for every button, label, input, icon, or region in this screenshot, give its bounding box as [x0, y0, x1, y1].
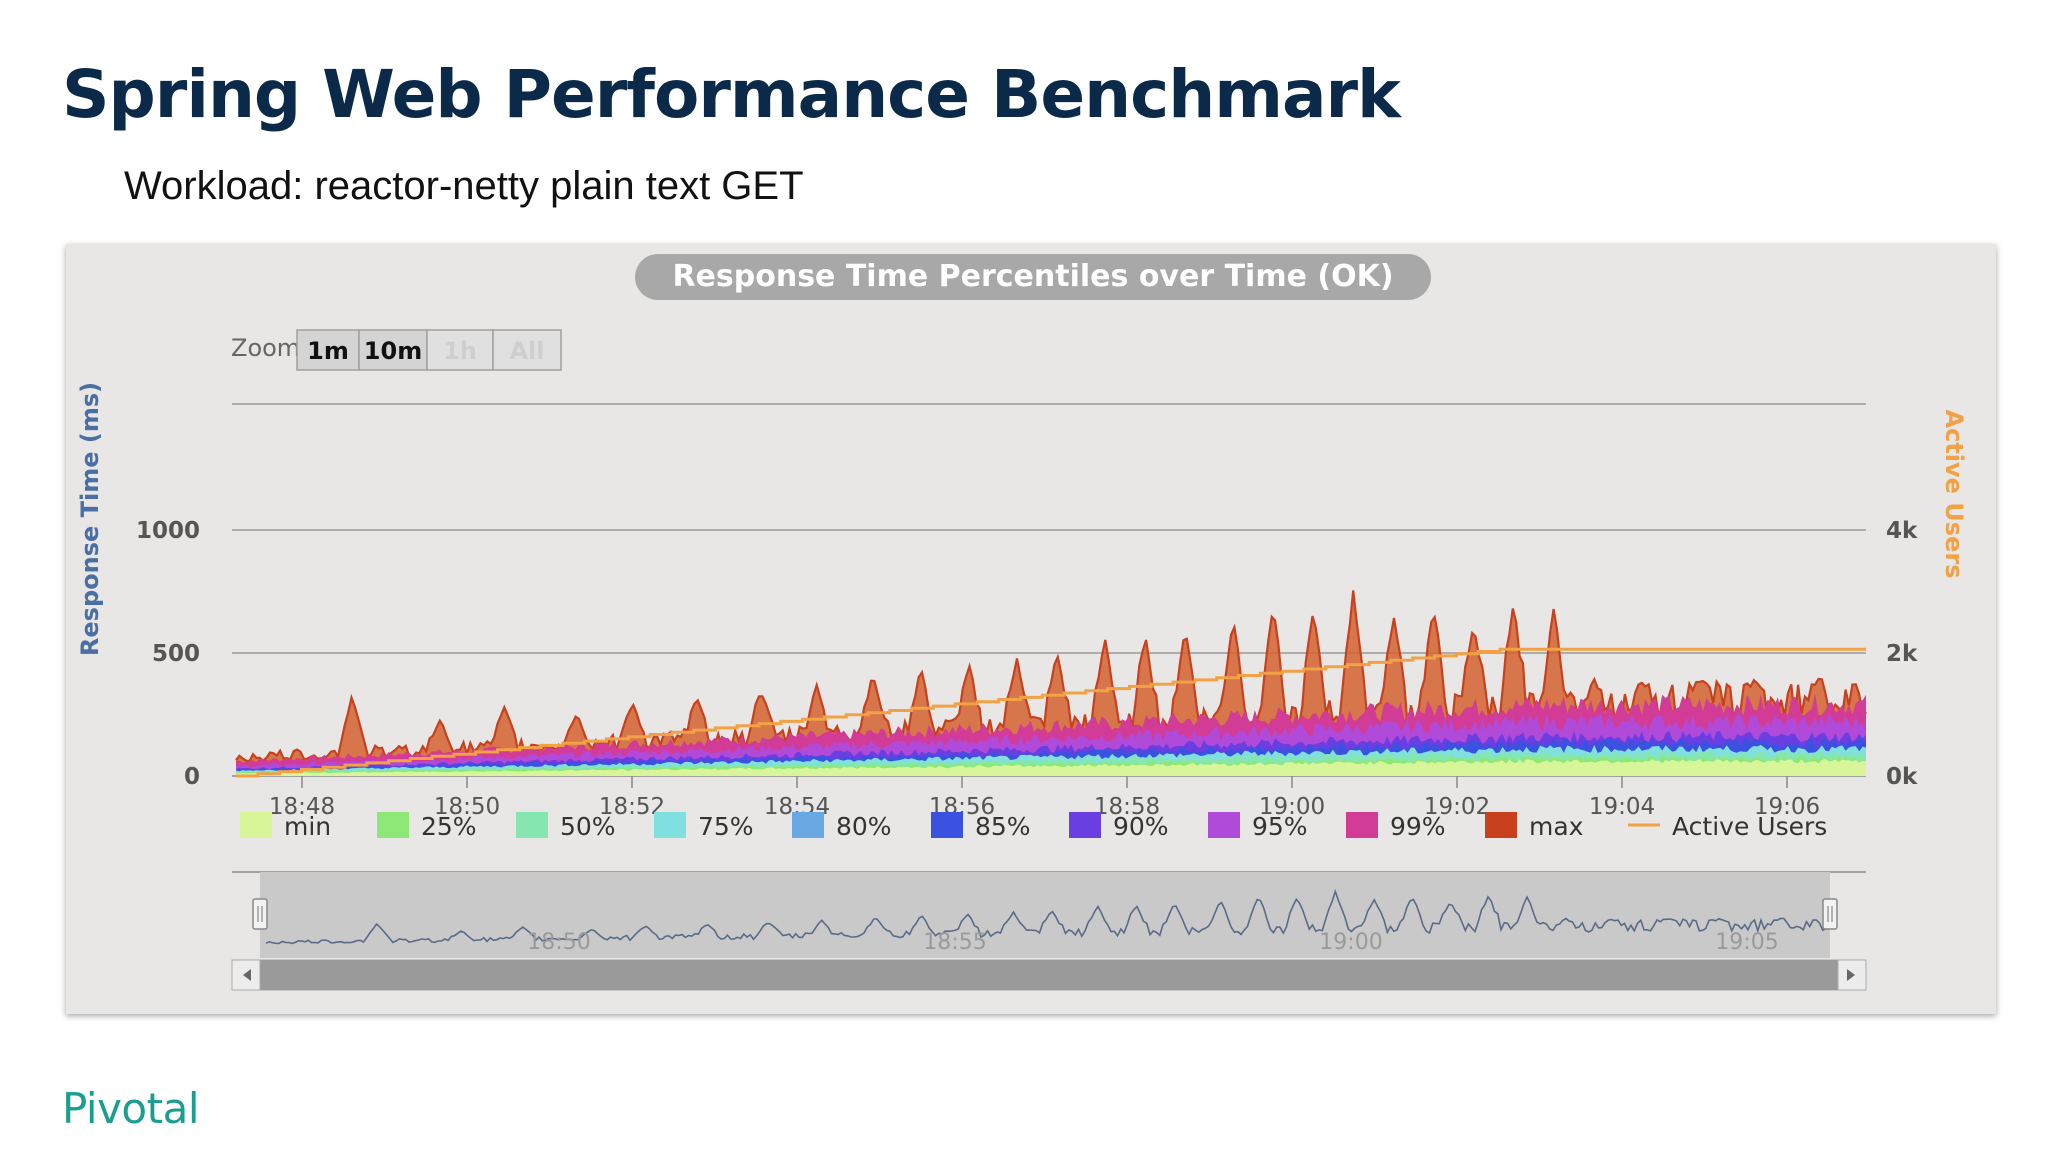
legend-swatch [377, 812, 409, 838]
zoom-button-label: 1m [307, 337, 349, 365]
max-series [235, 590, 1867, 776]
x-tick-label: 18:58 [1094, 794, 1160, 820]
navigator-selection[interactable] [260, 872, 1830, 958]
navigator-tick-label: 18:55 [923, 930, 986, 955]
legend-label: 25% [421, 812, 477, 841]
legend-item-90pct[interactable]: 90% [1069, 812, 1169, 841]
brand-logo: Pivotal [62, 1084, 200, 1133]
legend-item-85pct[interactable]: 85% [931, 812, 1031, 841]
legend-swatch [654, 812, 686, 838]
y2-tick-label: 2k [1886, 641, 1918, 667]
navigator-line [265, 888, 1827, 945]
legend-label: 80% [836, 812, 892, 841]
y2-axis-title: Active Users [1940, 410, 1968, 579]
legend-item-75pct[interactable]: 75% [654, 812, 754, 841]
x-tick-label: 18:50 [434, 794, 500, 820]
chart-title-group: Response Time Percentiles over Time (OK) [635, 254, 1431, 300]
legend-label: min [284, 812, 331, 841]
y-axis-title: Response Time (ms) [76, 382, 104, 656]
zoom-button-1h: 1h [426, 329, 494, 371]
navigator-tick-label: 19:00 [1319, 930, 1382, 955]
legend-label: Active Users [1672, 812, 1827, 841]
y-left-ticks: 0 500 1000 [136, 518, 200, 790]
chevron-left-icon [243, 969, 251, 981]
navigator-left-handle[interactable] [252, 898, 268, 930]
y-right-ticks: 0k 2k 4k [1886, 518, 1918, 790]
legend-item-95pct[interactable]: 95% [1208, 812, 1308, 841]
response-time-chart: Response Time Percentiles over Time (OK)… [76, 254, 1968, 991]
navigator-right-handle[interactable] [1822, 898, 1838, 930]
zoom-button-10m[interactable]: 10m [358, 329, 428, 371]
chart-title-pill [635, 254, 1431, 300]
brand-name: Pivotal [62, 1084, 200, 1133]
slide-subtitle: Workload: reactor-netty plain text GET [124, 164, 804, 208]
chart-panel: Response Time Percentiles over Time (OK)… [66, 244, 1996, 1014]
legend-swatch [1346, 812, 1378, 838]
x-tick-label: 19:06 [1754, 794, 1820, 820]
zoom-button-label: 1h [443, 337, 477, 365]
y-tick-label: 500 [152, 641, 200, 667]
y2-tick-label: 4k [1886, 518, 1918, 544]
line-active-users [236, 647, 1866, 778]
zoom-button-all: All [492, 329, 562, 371]
x-tick-label: 18:48 [269, 794, 335, 820]
area-overlay-min [236, 759, 1866, 776]
slide-title: Spring Web Performance Benchmark [62, 56, 1401, 133]
zoom-controls: Zoom 1m 10m 1h All [231, 329, 562, 371]
legend-label: 90% [1113, 812, 1169, 841]
legend-swatch [1485, 812, 1517, 838]
chart-title: Response Time Percentiles over Time (OK) [672, 259, 1393, 294]
legend-swatch [240, 812, 272, 838]
x-tick-label: 19:02 [1424, 794, 1490, 820]
legend-label: 85% [975, 812, 1031, 841]
navigator-tick-label: 19:05 [1715, 930, 1778, 955]
legend-label: 95% [1252, 812, 1308, 841]
legend-label: 50% [560, 812, 616, 841]
legend-item-max[interactable]: max [1485, 812, 1583, 841]
legend-swatch [1069, 812, 1101, 838]
legend-item-99pct[interactable]: 99% [1346, 812, 1446, 841]
legend-item-min[interactable]: min [240, 812, 331, 841]
legend-swatch [1208, 812, 1240, 838]
x-ticks: 18:48 18:50 18:52 18:54 18:56 18:58 19:00 19:02… [269, 776, 1820, 820]
chevron-right-icon [1847, 969, 1855, 981]
zoom-label: Zoom [231, 334, 300, 362]
y2-tick-label: 0k [1886, 764, 1918, 790]
legend-label: 75% [698, 812, 754, 841]
navigator[interactable]: 18:50 18:55 19:00 19:05 [231, 871, 1867, 991]
navigator-series [265, 888, 1827, 945]
scrollbar-right-arrow[interactable] [1837, 959, 1867, 991]
legend-label: 99% [1390, 812, 1446, 841]
x-tick-label: 19:00 [1259, 794, 1325, 820]
legend-swatch [516, 812, 548, 838]
scrollbar-left-arrow[interactable] [231, 959, 261, 991]
legend-item-80pct[interactable]: 80% [792, 812, 892, 841]
legend: min 25% 50% 75% 80% 85% 90% 95% 99% max Active Use… [240, 812, 1827, 841]
zoom-button-label: All [509, 337, 544, 365]
y-tick-label: 0 [184, 764, 200, 790]
line-max [235, 590, 1867, 763]
legend-swatch [931, 812, 963, 838]
legend-item-25pct[interactable]: 25% [377, 812, 477, 841]
active-users-series [236, 647, 1866, 778]
zoom-button-1m[interactable]: 1m [296, 329, 360, 371]
zoom-button-label: 10m [364, 337, 422, 365]
navigator-ticks: 18:50 18:55 19:00 19:05 [527, 930, 1778, 955]
scrollbar-thumb[interactable] [260, 960, 1838, 990]
x-tick-label: 19:04 [1589, 794, 1655, 820]
legend-swatch [792, 812, 824, 838]
legend-item-active-users[interactable]: Active Users [1628, 812, 1827, 841]
y-tick-label: 1000 [136, 518, 200, 544]
legend-item-50pct[interactable]: 50% [516, 812, 616, 841]
legend-label: max [1529, 812, 1583, 841]
navigator-tick-label: 18:50 [527, 930, 590, 955]
